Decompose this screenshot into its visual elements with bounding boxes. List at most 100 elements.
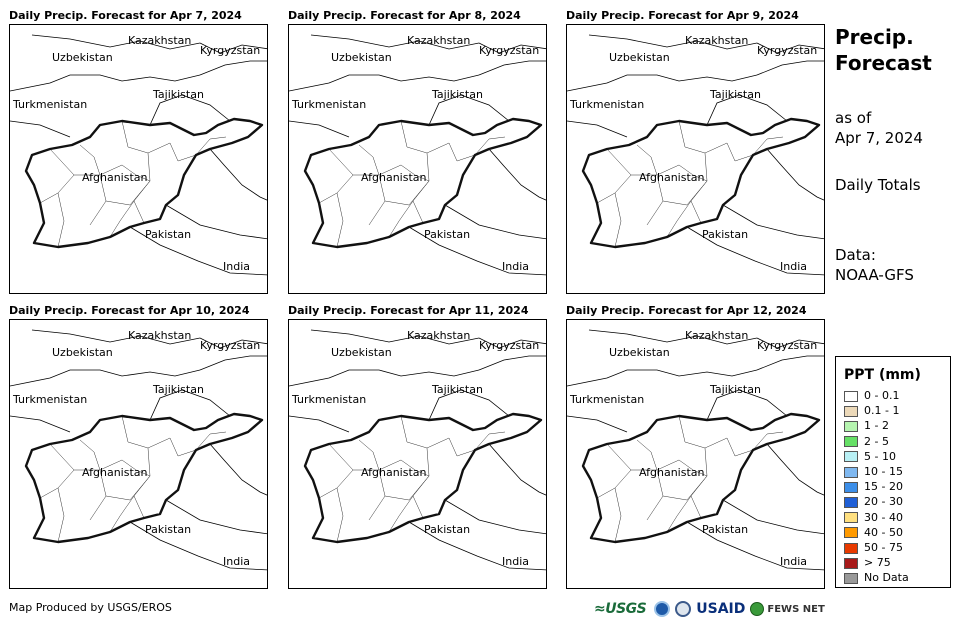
province-border [614, 192, 622, 248]
province-border [388, 495, 414, 533]
legend-label: 1 - 2 [864, 419, 889, 433]
forecast-map-apr-8: Kazakhstan Kyrgyzstan Uzbekistan Tajikistan… [288, 24, 547, 294]
country-border [165, 204, 267, 240]
province-border [666, 495, 692, 533]
map-label-turkmenistan: Turkmenistan [291, 98, 366, 111]
map-label-afghanistan: Afghanistan [361, 171, 427, 184]
map-label-kazakhstan: Kazakhstan [685, 329, 748, 342]
legend-item: > 75 [844, 556, 891, 570]
province-border [318, 469, 354, 499]
country-border [199, 337, 267, 349]
province-border [726, 437, 754, 457]
country-border [10, 369, 201, 387]
country-border [10, 120, 71, 138]
country-border [199, 60, 267, 76]
province-border [678, 120, 728, 154]
legend-swatch [844, 436, 858, 448]
forecast-map-apr-11: Kazakhstan Kyrgyzstan Uzbekistan Tajikistan… [288, 319, 547, 589]
province-border [169, 142, 197, 162]
province-border [336, 192, 344, 248]
map-label-kazakhstan: Kazakhstan [128, 34, 191, 47]
legend-label: > 75 [864, 556, 891, 570]
legend-swatch [844, 481, 858, 493]
map-svg: Kazakhstan Kyrgyzstan Uzbekistan Tajikistan… [10, 329, 267, 571]
map-label-tajikistan: Tajikistan [431, 88, 483, 101]
province-border [358, 144, 380, 176]
legend-swatch [844, 466, 858, 478]
province-border [678, 415, 728, 449]
province-border [448, 142, 476, 162]
usaid-logo: USAID [696, 601, 746, 617]
province-border [384, 475, 430, 501]
as-of: as of Apr 7, 2024 [835, 108, 923, 148]
country-border [209, 148, 267, 201]
legend-swatch [844, 496, 858, 508]
as-of-line1: as of [835, 109, 872, 127]
map-svg: Kazakhstan Kyrgyzstan Uzbekistan Tajikistan… [567, 34, 824, 276]
country-border [722, 204, 824, 240]
country-border [766, 148, 824, 201]
legend-item: 10 - 15 [844, 465, 903, 479]
country-border [408, 226, 546, 276]
country-border [478, 337, 546, 349]
legend-item: 20 - 30 [844, 495, 903, 509]
daily-totals: Daily Totals [835, 176, 921, 194]
map-label-india: India [223, 260, 250, 273]
map-label-turkmenistan: Turkmenistan [291, 393, 366, 406]
country-border [766, 443, 824, 496]
country-border [706, 94, 788, 126]
map-credit: Map Produced by USGS/EROS [9, 601, 172, 614]
forecast-map-apr-12: Kazakhstan Kyrgyzstan Uzbekistan Tajikistan… [566, 319, 825, 589]
map-label-pakistan: Pakistan [145, 523, 191, 536]
province-border [752, 431, 784, 451]
legend-title: PPT (mm) [844, 367, 921, 383]
country-border [289, 369, 480, 387]
country-border [488, 148, 546, 201]
forecast-map-apr-10: Kazakhstan Kyrgyzstan Uzbekistan Tajikistan… [9, 319, 268, 589]
province-border [606, 148, 680, 176]
map-label-turkmenistan: Turkmenistan [12, 98, 87, 111]
province-border [336, 487, 344, 543]
province-border [412, 447, 430, 519]
legend-label: 0.1 - 1 [864, 404, 900, 418]
province-border [400, 120, 450, 154]
country-border [478, 60, 546, 76]
map-label-pakistan: Pakistan [424, 228, 470, 241]
panel-title-3: Daily Precip. Forecast for Apr 9, 2024 [566, 9, 799, 22]
legend-label: 15 - 20 [864, 480, 903, 494]
map-label-turkmenistan: Turkmenistan [569, 393, 644, 406]
legend-swatch [844, 572, 858, 584]
legend-label: 40 - 50 [864, 525, 903, 539]
legend-item: No Data [844, 571, 909, 585]
province-border [109, 200, 135, 238]
map-label-india: India [780, 555, 807, 568]
legend-label: No Data [864, 571, 909, 585]
panel-title-1: Daily Precip. Forecast for Apr 7, 2024 [9, 9, 242, 22]
country-border [209, 443, 267, 496]
province-border [678, 164, 708, 182]
map-label-afghanistan: Afghanistan [639, 171, 705, 184]
country-border [567, 415, 628, 433]
province-border [39, 174, 75, 204]
country-border [444, 204, 546, 240]
country-border [756, 42, 824, 54]
map-label-kyrgyzstan: Kyrgyzstan [757, 339, 817, 352]
province-border [596, 469, 632, 499]
legend-item: 30 - 40 [844, 511, 903, 525]
country-border [10, 74, 201, 92]
map-label-tajikistan: Tajikistan [431, 383, 483, 396]
province-border [195, 136, 227, 156]
country-border [10, 415, 71, 433]
country-border [129, 226, 267, 276]
side-title-line2: Forecast [835, 51, 932, 75]
map-label-kyrgyzstan: Kyrgyzstan [757, 44, 817, 57]
data-source-line1: Data: [835, 246, 876, 264]
map-label-uzbekistan: Uzbekistan [609, 346, 670, 359]
province-border [412, 152, 430, 224]
legend-item: 1 - 2 [844, 419, 889, 433]
legend-label: 5 - 10 [864, 449, 896, 463]
province-border [121, 459, 151, 477]
map-label-india: India [502, 260, 529, 273]
province-border [606, 443, 680, 471]
